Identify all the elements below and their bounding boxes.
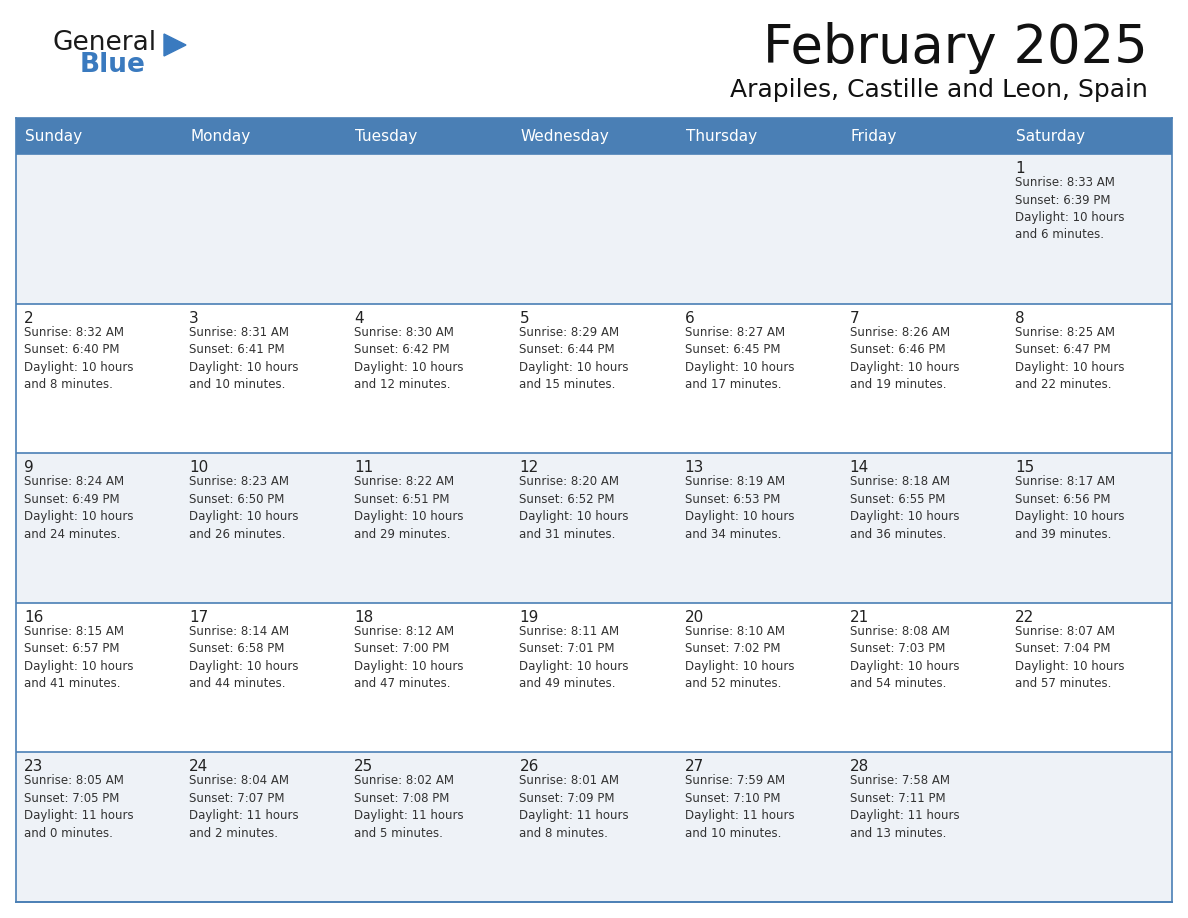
- Text: Sunrise: 7:59 AM
Sunset: 7:10 PM
Daylight: 11 hours
and 10 minutes.: Sunrise: 7:59 AM Sunset: 7:10 PM Dayligh…: [684, 775, 795, 840]
- Text: 1: 1: [1015, 161, 1024, 176]
- Text: Sunrise: 8:24 AM
Sunset: 6:49 PM
Daylight: 10 hours
and 24 minutes.: Sunrise: 8:24 AM Sunset: 6:49 PM Dayligh…: [24, 476, 133, 541]
- Text: Sunrise: 8:17 AM
Sunset: 6:56 PM
Daylight: 10 hours
and 39 minutes.: Sunrise: 8:17 AM Sunset: 6:56 PM Dayligh…: [1015, 476, 1124, 541]
- Text: Sunday: Sunday: [25, 129, 82, 143]
- Text: 28: 28: [849, 759, 868, 775]
- Text: 6: 6: [684, 310, 694, 326]
- Text: Wednesday: Wednesday: [520, 129, 609, 143]
- Text: 4: 4: [354, 310, 364, 326]
- Text: 16: 16: [24, 610, 44, 625]
- Text: 26: 26: [519, 759, 539, 775]
- Bar: [15, 453, 1173, 603]
- Text: 15: 15: [1015, 460, 1034, 476]
- Text: 20: 20: [684, 610, 703, 625]
- Text: Arapiles, Castille and Leon, Spain: Arapiles, Castille and Leon, Spain: [731, 78, 1148, 102]
- Text: Sunrise: 8:10 AM
Sunset: 7:02 PM
Daylight: 10 hours
and 52 minutes.: Sunrise: 8:10 AM Sunset: 7:02 PM Dayligh…: [684, 625, 794, 690]
- Text: Sunrise: 8:33 AM
Sunset: 6:39 PM
Daylight: 10 hours
and 6 minutes.: Sunrise: 8:33 AM Sunset: 6:39 PM Dayligh…: [1015, 176, 1124, 241]
- Text: Sunrise: 8:25 AM
Sunset: 6:47 PM
Daylight: 10 hours
and 22 minutes.: Sunrise: 8:25 AM Sunset: 6:47 PM Dayligh…: [1015, 326, 1124, 391]
- Text: Sunrise: 8:20 AM
Sunset: 6:52 PM
Daylight: 10 hours
and 31 minutes.: Sunrise: 8:20 AM Sunset: 6:52 PM Dayligh…: [519, 476, 628, 541]
- Text: 21: 21: [849, 610, 868, 625]
- Text: 17: 17: [189, 610, 208, 625]
- Bar: [15, 603, 1173, 753]
- Text: 13: 13: [684, 460, 704, 476]
- Text: Sunrise: 8:23 AM
Sunset: 6:50 PM
Daylight: 10 hours
and 26 minutes.: Sunrise: 8:23 AM Sunset: 6:50 PM Dayligh…: [189, 476, 298, 541]
- Text: General: General: [52, 30, 156, 56]
- Text: Sunrise: 8:14 AM
Sunset: 6:58 PM
Daylight: 10 hours
and 44 minutes.: Sunrise: 8:14 AM Sunset: 6:58 PM Dayligh…: [189, 625, 298, 690]
- Text: 23: 23: [24, 759, 44, 775]
- Text: 10: 10: [189, 460, 208, 476]
- Text: Sunrise: 8:18 AM
Sunset: 6:55 PM
Daylight: 10 hours
and 36 minutes.: Sunrise: 8:18 AM Sunset: 6:55 PM Dayligh…: [849, 476, 959, 541]
- Text: Sunrise: 8:12 AM
Sunset: 7:00 PM
Daylight: 10 hours
and 47 minutes.: Sunrise: 8:12 AM Sunset: 7:00 PM Dayligh…: [354, 625, 463, 690]
- Text: Blue: Blue: [80, 52, 146, 78]
- Text: 5: 5: [519, 310, 529, 326]
- Text: 24: 24: [189, 759, 208, 775]
- Text: Monday: Monday: [190, 129, 251, 143]
- Text: 19: 19: [519, 610, 539, 625]
- Text: Sunrise: 8:31 AM
Sunset: 6:41 PM
Daylight: 10 hours
and 10 minutes.: Sunrise: 8:31 AM Sunset: 6:41 PM Dayligh…: [189, 326, 298, 391]
- Text: Friday: Friday: [851, 129, 897, 143]
- Bar: [15, 154, 1173, 304]
- Text: 22: 22: [1015, 610, 1034, 625]
- Text: Sunrise: 8:26 AM
Sunset: 6:46 PM
Daylight: 10 hours
and 19 minutes.: Sunrise: 8:26 AM Sunset: 6:46 PM Dayligh…: [849, 326, 959, 391]
- Text: Tuesday: Tuesday: [355, 129, 417, 143]
- Text: 18: 18: [354, 610, 373, 625]
- Bar: [15, 753, 1173, 902]
- Text: Sunrise: 8:30 AM
Sunset: 6:42 PM
Daylight: 10 hours
and 12 minutes.: Sunrise: 8:30 AM Sunset: 6:42 PM Dayligh…: [354, 326, 463, 391]
- Text: Sunrise: 8:02 AM
Sunset: 7:08 PM
Daylight: 11 hours
and 5 minutes.: Sunrise: 8:02 AM Sunset: 7:08 PM Dayligh…: [354, 775, 463, 840]
- Text: 27: 27: [684, 759, 703, 775]
- Text: 12: 12: [519, 460, 538, 476]
- Text: Sunrise: 8:11 AM
Sunset: 7:01 PM
Daylight: 10 hours
and 49 minutes.: Sunrise: 8:11 AM Sunset: 7:01 PM Dayligh…: [519, 625, 628, 690]
- Text: Sunrise: 8:04 AM
Sunset: 7:07 PM
Daylight: 11 hours
and 2 minutes.: Sunrise: 8:04 AM Sunset: 7:07 PM Dayligh…: [189, 775, 298, 840]
- Bar: [15, 118, 1173, 154]
- Text: 9: 9: [24, 460, 33, 476]
- Text: February 2025: February 2025: [763, 22, 1148, 74]
- Text: 14: 14: [849, 460, 868, 476]
- Text: Sunrise: 8:08 AM
Sunset: 7:03 PM
Daylight: 10 hours
and 54 minutes.: Sunrise: 8:08 AM Sunset: 7:03 PM Dayligh…: [849, 625, 959, 690]
- Text: Sunrise: 8:01 AM
Sunset: 7:09 PM
Daylight: 11 hours
and 8 minutes.: Sunrise: 8:01 AM Sunset: 7:09 PM Dayligh…: [519, 775, 630, 840]
- Text: 8: 8: [1015, 310, 1024, 326]
- Text: Saturday: Saturday: [1016, 129, 1085, 143]
- Text: 11: 11: [354, 460, 373, 476]
- Text: Sunrise: 8:15 AM
Sunset: 6:57 PM
Daylight: 10 hours
and 41 minutes.: Sunrise: 8:15 AM Sunset: 6:57 PM Dayligh…: [24, 625, 133, 690]
- Text: 25: 25: [354, 759, 373, 775]
- Text: Thursday: Thursday: [685, 129, 757, 143]
- Text: 3: 3: [189, 310, 198, 326]
- Text: 2: 2: [24, 310, 33, 326]
- Text: Sunrise: 8:07 AM
Sunset: 7:04 PM
Daylight: 10 hours
and 57 minutes.: Sunrise: 8:07 AM Sunset: 7:04 PM Dayligh…: [1015, 625, 1124, 690]
- Text: Sunrise: 8:05 AM
Sunset: 7:05 PM
Daylight: 11 hours
and 0 minutes.: Sunrise: 8:05 AM Sunset: 7:05 PM Dayligh…: [24, 775, 133, 840]
- Text: Sunrise: 8:22 AM
Sunset: 6:51 PM
Daylight: 10 hours
and 29 minutes.: Sunrise: 8:22 AM Sunset: 6:51 PM Dayligh…: [354, 476, 463, 541]
- Text: Sunrise: 7:58 AM
Sunset: 7:11 PM
Daylight: 11 hours
and 13 minutes.: Sunrise: 7:58 AM Sunset: 7:11 PM Dayligh…: [849, 775, 960, 840]
- Text: Sunrise: 8:32 AM
Sunset: 6:40 PM
Daylight: 10 hours
and 8 minutes.: Sunrise: 8:32 AM Sunset: 6:40 PM Dayligh…: [24, 326, 133, 391]
- Bar: [15, 304, 1173, 453]
- Text: 7: 7: [849, 310, 859, 326]
- Text: Sunrise: 8:19 AM
Sunset: 6:53 PM
Daylight: 10 hours
and 34 minutes.: Sunrise: 8:19 AM Sunset: 6:53 PM Dayligh…: [684, 476, 794, 541]
- Polygon shape: [164, 34, 187, 56]
- Text: Sunrise: 8:27 AM
Sunset: 6:45 PM
Daylight: 10 hours
and 17 minutes.: Sunrise: 8:27 AM Sunset: 6:45 PM Dayligh…: [684, 326, 794, 391]
- Text: Sunrise: 8:29 AM
Sunset: 6:44 PM
Daylight: 10 hours
and 15 minutes.: Sunrise: 8:29 AM Sunset: 6:44 PM Dayligh…: [519, 326, 628, 391]
